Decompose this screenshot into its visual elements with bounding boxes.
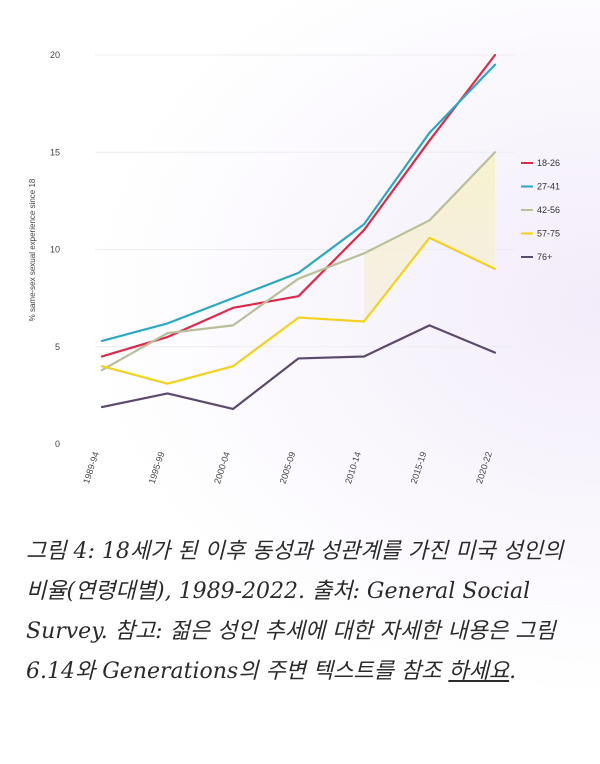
- y-tick-label: 10: [50, 245, 60, 255]
- x-tick-label: 2000-04: [212, 451, 232, 486]
- grid: [95, 54, 515, 348]
- x-tick-label: 2010-14: [343, 451, 363, 486]
- y-tick-label: 0: [55, 439, 60, 449]
- x-tick-label: 2020-22: [474, 451, 494, 486]
- y-tick-label: 5: [55, 342, 60, 352]
- series-line-42-56: [100, 151, 497, 372]
- legend: 18-26 27-41 42-56 57-75 76+: [521, 158, 560, 262]
- series-line-76+: [100, 324, 497, 411]
- legend-label: 27-41: [537, 182, 560, 192]
- legend-label: 42-56: [537, 205, 560, 215]
- legend-label: 76+: [537, 252, 552, 262]
- x-tick-label: 2005-09: [278, 451, 298, 486]
- legend-label: 57-75: [537, 229, 560, 239]
- figure-caption: 그림 4: 18세가 된 이후 동성과 성관계를 가진 미국 성인의 비율(연령…: [26, 532, 582, 692]
- series-lines: [100, 53, 497, 411]
- line-chart: 0 5 10 15 20 1989-94 1995-99 2000-04 2005-09 201…: [28, 50, 560, 486]
- y-axis-ticks: 0 5 10 15 20: [50, 50, 60, 449]
- legend-label: 18-26: [537, 158, 560, 168]
- y-tick-label: 20: [50, 50, 60, 60]
- x-axis-ticks: 1989-94 1995-99 2000-04 2005-09 2010-14 2015-…: [81, 451, 494, 486]
- caption-end: .: [509, 659, 517, 684]
- series-line-27-41: [100, 63, 497, 343]
- series-line-57-75: [100, 236, 497, 385]
- caption-link[interactable]: 하세요: [448, 659, 510, 684]
- y-tick-label: 15: [50, 147, 60, 157]
- x-tick-label: 1989-94: [81, 451, 101, 486]
- x-tick-label: 1995-99: [147, 451, 167, 486]
- series-line-18-26: [100, 53, 497, 358]
- caption-text: 그림 4: 18세가 된 이후 동성과 성관계를 가진 미국 성인의 비율(연령…: [26, 539, 564, 684]
- y-axis-label: % same-sex sexual experience since 18: [28, 178, 37, 321]
- x-tick-label: 2015-19: [409, 451, 429, 486]
